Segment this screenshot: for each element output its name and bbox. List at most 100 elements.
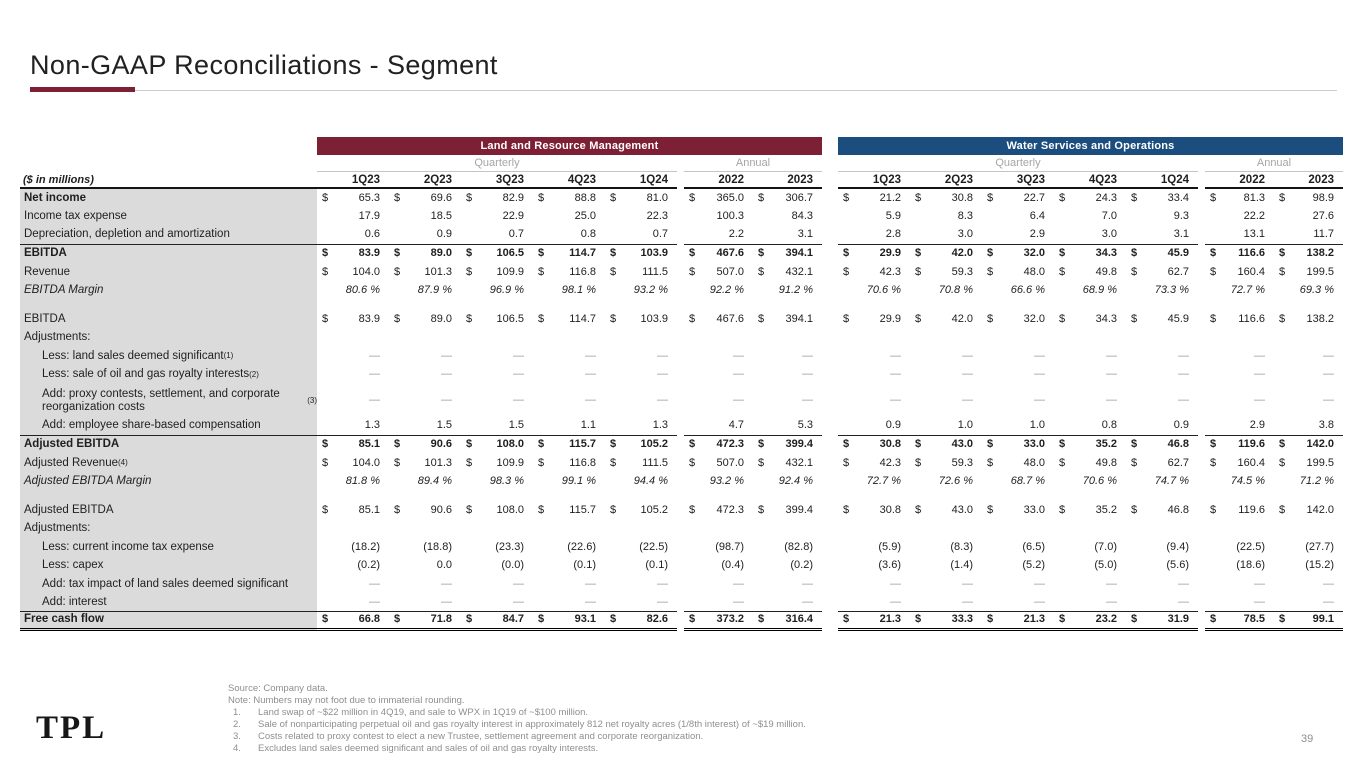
subgroup-gap [677, 208, 684, 227]
value-cell [910, 329, 982, 348]
value-cell: 68.9 % [1082, 284, 1117, 297]
value-cell: — [657, 349, 668, 362]
table-gap [822, 594, 838, 613]
value-cell: — [890, 394, 901, 406]
column-header: 2022 [684, 172, 753, 189]
subgroup-gap [1198, 520, 1205, 539]
value-cell: $432.1 [758, 456, 813, 469]
value-cell [1205, 520, 1274, 539]
footnote-3: 3. Costs related to proxy contest to ele… [233, 731, 704, 742]
footnote-1: 1. Land swap of ~$22 million in 4Q19, an… [233, 707, 589, 718]
value-cell: $104.0 [322, 265, 380, 278]
subgroup-gap [1198, 245, 1205, 264]
value-cell: $21.3 [838, 612, 910, 631]
row-label: Revenue [20, 263, 317, 282]
value-cell: — [962, 577, 973, 590]
value-cell: $23.2 [1054, 612, 1126, 631]
value-cell: (18.6) [1236, 559, 1265, 572]
value-cell: 0.0 [436, 559, 452, 572]
value-cell: $108.0 [466, 503, 524, 516]
value-cell: $93.1 [533, 612, 605, 631]
value-cell: 22.3 [646, 210, 668, 223]
value-cell: — [962, 394, 973, 406]
value-cell: (0.1) [573, 559, 596, 572]
value-cell: 3.0 [910, 226, 982, 245]
row-spacer [317, 491, 1343, 501]
value-cell: $109.9 [466, 265, 524, 278]
value-cell: $59.3 [915, 265, 973, 278]
value-cell: $66.8 [317, 612, 389, 631]
row-label: Adjusted EBITDA [20, 501, 317, 520]
value-cell: — [962, 349, 973, 362]
value-cell: $119.6 [1210, 503, 1265, 516]
value-cell: — [513, 368, 524, 381]
value-cell: 1.0 [982, 417, 1054, 436]
value-cell: $46.8 [1131, 503, 1189, 516]
row-spacer [20, 300, 317, 310]
value-cell: 13.1 [1205, 226, 1274, 245]
subgroup-gap [1198, 454, 1205, 473]
subgroup-gap [677, 189, 684, 208]
subgroup-gap [1198, 612, 1205, 631]
value-cell: 80.6 % [345, 284, 380, 297]
column-header: 2023 [1274, 172, 1343, 189]
value-cell: 98.1 % [561, 284, 596, 297]
table-gap [822, 155, 838, 172]
value-cell [684, 520, 753, 539]
value-cell: (9.4) [1166, 540, 1189, 553]
value-cell: — [389, 594, 461, 612]
value-cell: (18.2) [351, 540, 380, 553]
value-cell: $306.7 [758, 191, 813, 204]
value-cell: — [1106, 394, 1117, 406]
subgroup-quarterly: Quarterly [317, 155, 677, 172]
value-cell: $49.8 [1059, 265, 1117, 278]
title-accent-rule [30, 87, 135, 92]
row-label: Less: capex [20, 556, 317, 575]
value-cell: $394.1 [758, 247, 813, 260]
value-cell [1054, 520, 1126, 539]
value-cell: (1.4) [950, 559, 973, 572]
value-cell: $432.1 [758, 265, 813, 278]
subgroup-gap [677, 282, 684, 301]
value-cell: $106.5 [466, 247, 524, 260]
value-cell: — [461, 594, 533, 612]
value-cell: $142.0 [1279, 438, 1334, 451]
table-gap [822, 329, 838, 348]
value-cell: — [1106, 349, 1117, 362]
table-gap [822, 501, 838, 520]
row-label: Adjusted EBITDA [20, 435, 317, 454]
value-cell: (22.6) [567, 540, 596, 553]
value-cell: 72.6 % [938, 475, 973, 488]
value-cell [533, 329, 605, 348]
value-cell: 9.3 [1173, 210, 1189, 223]
subgroup-gap [1198, 310, 1205, 329]
value-cell: $138.2 [1279, 312, 1334, 325]
subgroup-gap [1198, 155, 1205, 172]
value-cell: $507.0 [689, 456, 744, 469]
subgroup-gap [1198, 263, 1205, 282]
value-cell: $22.7 [987, 191, 1045, 204]
value-cell: $160.4 [1210, 456, 1265, 469]
row-label: Net income [20, 189, 317, 208]
row-label: EBITDA Margin [20, 281, 317, 300]
value-cell: 4.7 [684, 417, 753, 436]
value-cell: $199.5 [1279, 265, 1334, 278]
value-cell: $85.1 [322, 438, 380, 451]
value-cell: — [533, 594, 605, 612]
subgroup-gap [677, 384, 684, 417]
value-cell: (6.5) [1022, 540, 1045, 553]
value-cell: 3.1 [753, 226, 822, 245]
value-cell: $30.8 [915, 191, 973, 204]
value-cell: (5.0) [1094, 559, 1117, 572]
value-cell: 73.3 % [1154, 284, 1189, 297]
column-header: 2Q23 [389, 172, 461, 189]
column-header: 1Q23 [317, 172, 389, 189]
table-gap [822, 520, 838, 539]
value-cell: 0.7 [605, 226, 677, 245]
value-cell [317, 520, 389, 539]
value-cell: — [1254, 577, 1265, 590]
value-cell: — [605, 594, 677, 612]
value-cell: 27.6 [1312, 210, 1334, 223]
value-cell [1274, 329, 1343, 348]
value-cell: $115.7 [538, 503, 596, 516]
